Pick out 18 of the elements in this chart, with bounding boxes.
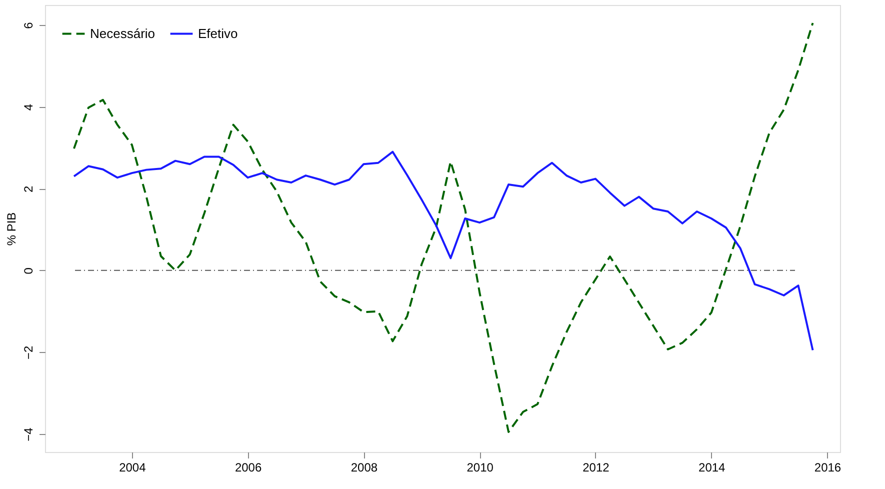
- line-series: [72, 150, 814, 352]
- y-tick-label: −2: [22, 346, 36, 360]
- y-tick-label: 2: [22, 185, 36, 192]
- y-axis-title: % PIB: [4, 212, 18, 246]
- y-tick-label: −4: [22, 427, 36, 442]
- x-tick-label: 2010: [466, 460, 494, 474]
- line-series: [72, 22, 814, 433]
- legend-label: Necessário: [90, 26, 156, 41]
- x-tick-label: 2012: [582, 460, 610, 474]
- x-tick-label: 2004: [119, 460, 146, 474]
- y-tick-label: 6: [22, 22, 36, 29]
- x-tick-label: 2014: [698, 460, 726, 474]
- x-tick-label: 2008: [350, 460, 378, 474]
- legend-label: Efetivo: [198, 26, 238, 41]
- y-tick-label: 4: [22, 104, 36, 111]
- x-tick-label: 2006: [234, 460, 262, 474]
- y-tick-label: 0: [22, 267, 36, 274]
- x-tick-label: 2016: [814, 460, 842, 474]
